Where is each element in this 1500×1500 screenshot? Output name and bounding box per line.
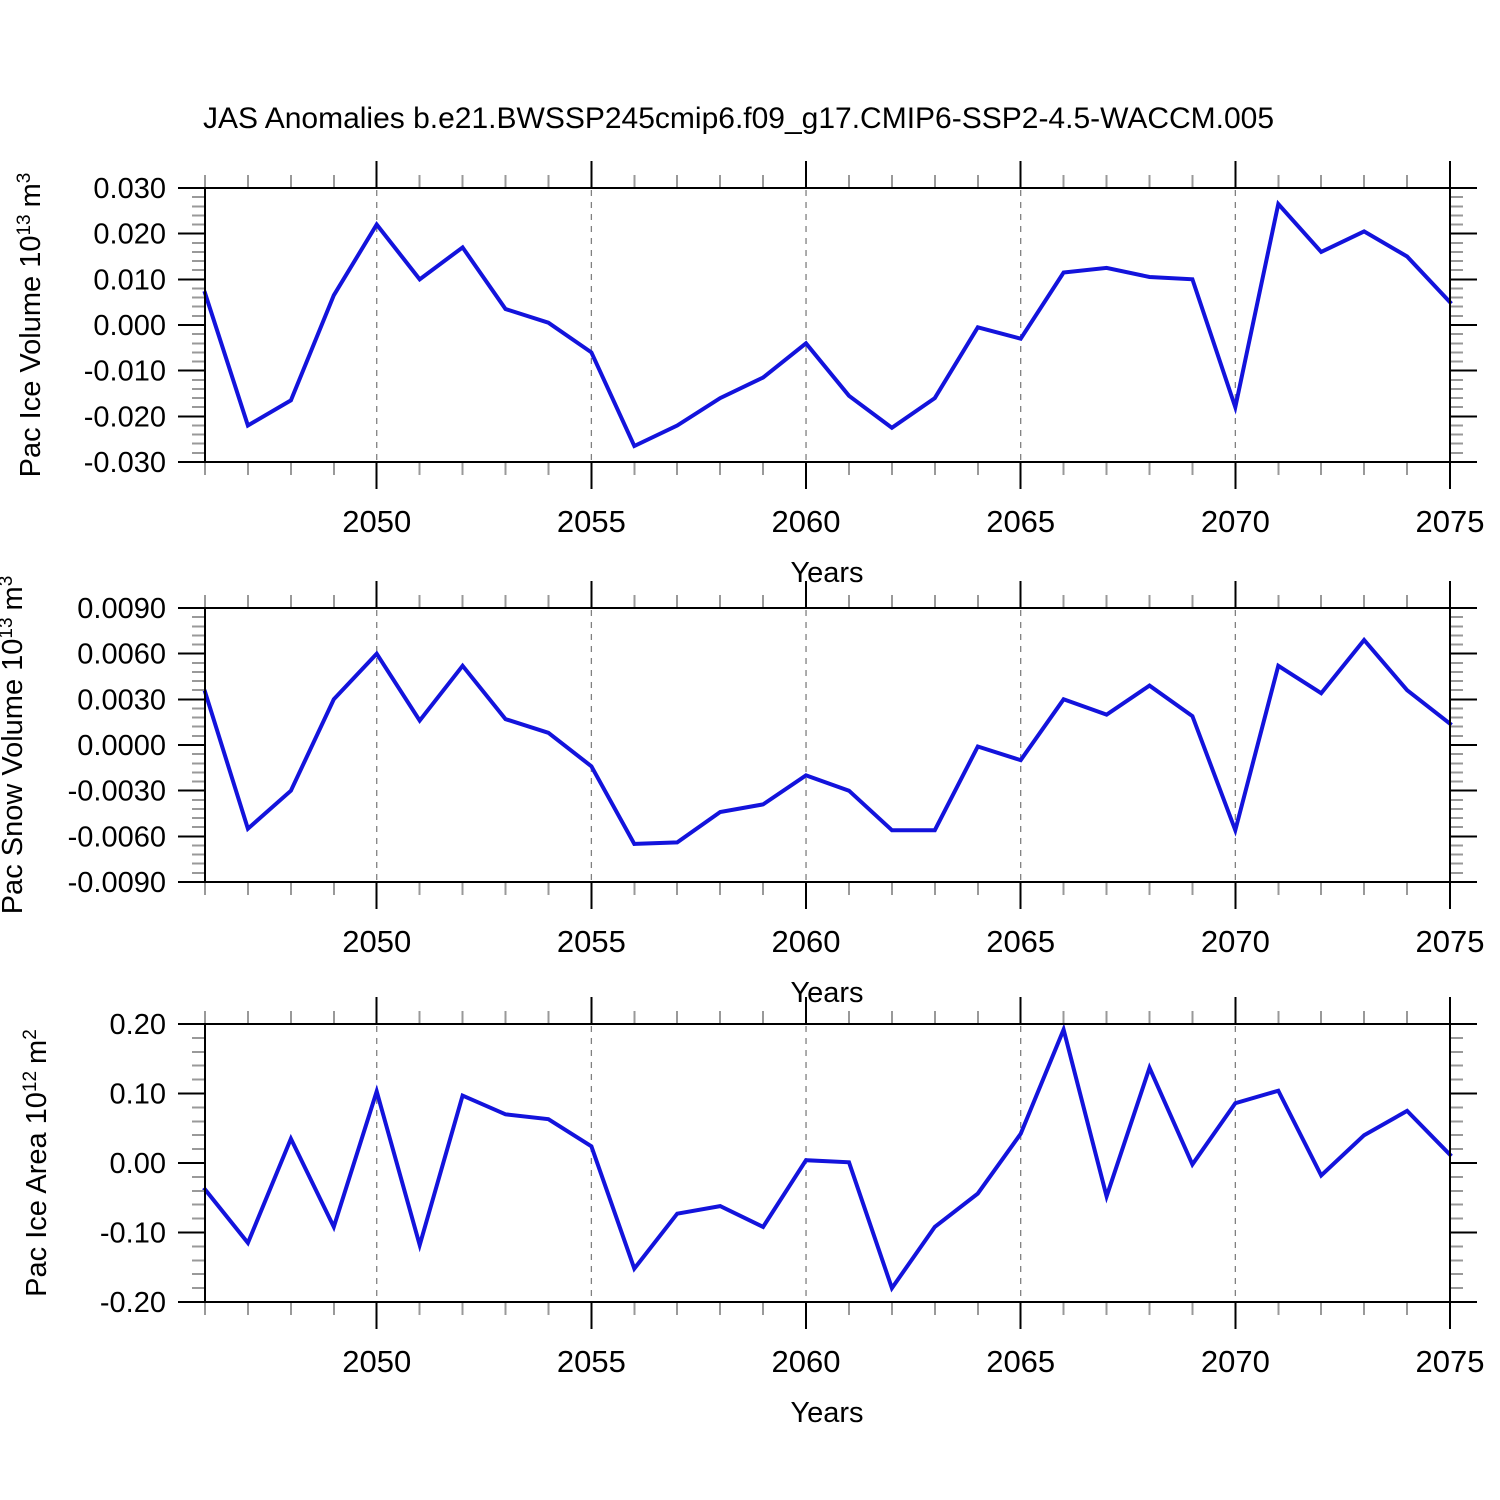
y-axis-label-exponent: 13	[0, 617, 17, 638]
panel-ice-volume: 0.030 0.020 0.010 0.000 -0.010 -0.020 -0.030 20…	[84, 161, 1485, 539]
y-tick-label--0.030: -0.030	[84, 447, 166, 479]
y-tick-label--0.020: -0.020	[84, 401, 166, 433]
y-tick-label--0.010: -0.010	[84, 356, 166, 388]
x-tick-label-2070: 2070	[1201, 924, 1270, 959]
x-tick-label-2050: 2050	[342, 1344, 411, 1379]
y-tick-label--0.10: -0.10	[100, 1218, 166, 1250]
series-line-ice-area	[202, 1023, 1453, 1293]
panel-ice-area: 0.20 0.10 0.00 -0.10 -0.20 2050 2055 2060 2065 20…	[100, 997, 1485, 1379]
x-tick-label-2075: 2075	[1416, 1344, 1485, 1379]
y-axis-label-ice-area: Pac Ice Area 1012 m2	[20, 1029, 53, 1297]
x-tick-label-2055: 2055	[557, 1344, 626, 1379]
x-tick-label-2075: 2075	[1416, 924, 1485, 959]
x-tick-label-2050: 2050	[342, 504, 411, 539]
x-tick-label-2055: 2055	[557, 504, 626, 539]
y-tick-label-0.10: 0.10	[110, 1079, 166, 1111]
y-axis-label-text: Pac Ice Area 10	[21, 1092, 53, 1297]
series-line-snow-volume	[202, 636, 1453, 846]
y-axis-label-unit: m	[21, 1040, 53, 1064]
y-axis-label-unit: m	[0, 586, 29, 610]
y-tick-label-0.00: 0.00	[110, 1148, 166, 1180]
x-tick-label-2070: 2070	[1201, 1344, 1270, 1379]
panel-border-ice-volume	[204, 187, 1451, 463]
series-line-ice-volume	[202, 199, 1453, 449]
x-axis-title-panel1: Years	[790, 557, 863, 589]
y-tick-label-0.0090: 0.0090	[77, 593, 166, 625]
panel-snow-volume: 0.0090 0.0060 0.0030 0.0000 -0.0030 -0.0060 -0…	[68, 581, 1485, 959]
y-tick-label-0.010: 0.010	[93, 264, 166, 296]
y-tick-label--0.0030: -0.0030	[68, 776, 166, 808]
y-axis-label-unit: m	[15, 183, 47, 207]
y-tick-label--0.0090: -0.0090	[68, 867, 166, 899]
y-axis-label-snow-volume: Pac Snow Volume 1013 m3	[0, 576, 29, 915]
y-axis-label-unit-exponent: 2	[20, 1029, 41, 1040]
y-tick-label-0.0060: 0.0060	[77, 639, 166, 671]
y-tick-label--0.20: -0.20	[100, 1287, 166, 1319]
x-tick-label-2055: 2055	[557, 924, 626, 959]
panels-group: 0.030 0.020 0.010 0.000 -0.010 -0.020 -0.030 20…	[68, 161, 1485, 1379]
x-tick-label-2060: 2060	[772, 504, 841, 539]
panel-border-snow-volume	[204, 607, 1451, 883]
y-tick-label-0.020: 0.020	[93, 219, 166, 251]
y-tick-label-0.030: 0.030	[93, 173, 166, 205]
x-tick-label-2065: 2065	[986, 924, 1055, 959]
x-axis-title-panel3: Years	[790, 1397, 863, 1429]
y-axis-label-unit-exponent: 3	[14, 173, 35, 184]
x-tick-label-2050: 2050	[342, 924, 411, 959]
y-tick-label-0.000: 0.000	[93, 310, 166, 342]
y-axis-label-text: Pac Snow Volume 10	[0, 639, 29, 915]
y-tick-label-0.20: 0.20	[110, 1009, 166, 1041]
x-tick-label-2065: 2065	[986, 504, 1055, 539]
x-axis-title-panel2: Years	[790, 977, 863, 1009]
x-tick-label-2060: 2060	[772, 1344, 841, 1379]
x-tick-label-2065: 2065	[986, 1344, 1055, 1379]
y-tick-label-0.0030: 0.0030	[77, 684, 166, 716]
y-axis-label-exponent: 13	[14, 214, 35, 235]
panel-border-ice-area	[204, 1023, 1451, 1303]
y-axis-label-text: Pac Ice Volume 10	[15, 236, 47, 478]
y-axis-label-exponent: 12	[20, 1071, 41, 1092]
chart-title: JAS Anomalies b.e21.BWSSP245cmip6.f09_g1…	[203, 102, 1274, 135]
x-tick-label-2070: 2070	[1201, 504, 1270, 539]
y-axis-label-unit-exponent: 3	[0, 576, 17, 587]
y-axis-label-ice-volume: Pac Ice Volume 1013 m3	[14, 173, 47, 478]
y-tick-label-0.0000: 0.0000	[77, 730, 166, 762]
x-tick-label-2075: 2075	[1416, 504, 1485, 539]
y-tick-label--0.0060: -0.0060	[68, 821, 166, 853]
x-tick-label-2060: 2060	[772, 924, 841, 959]
